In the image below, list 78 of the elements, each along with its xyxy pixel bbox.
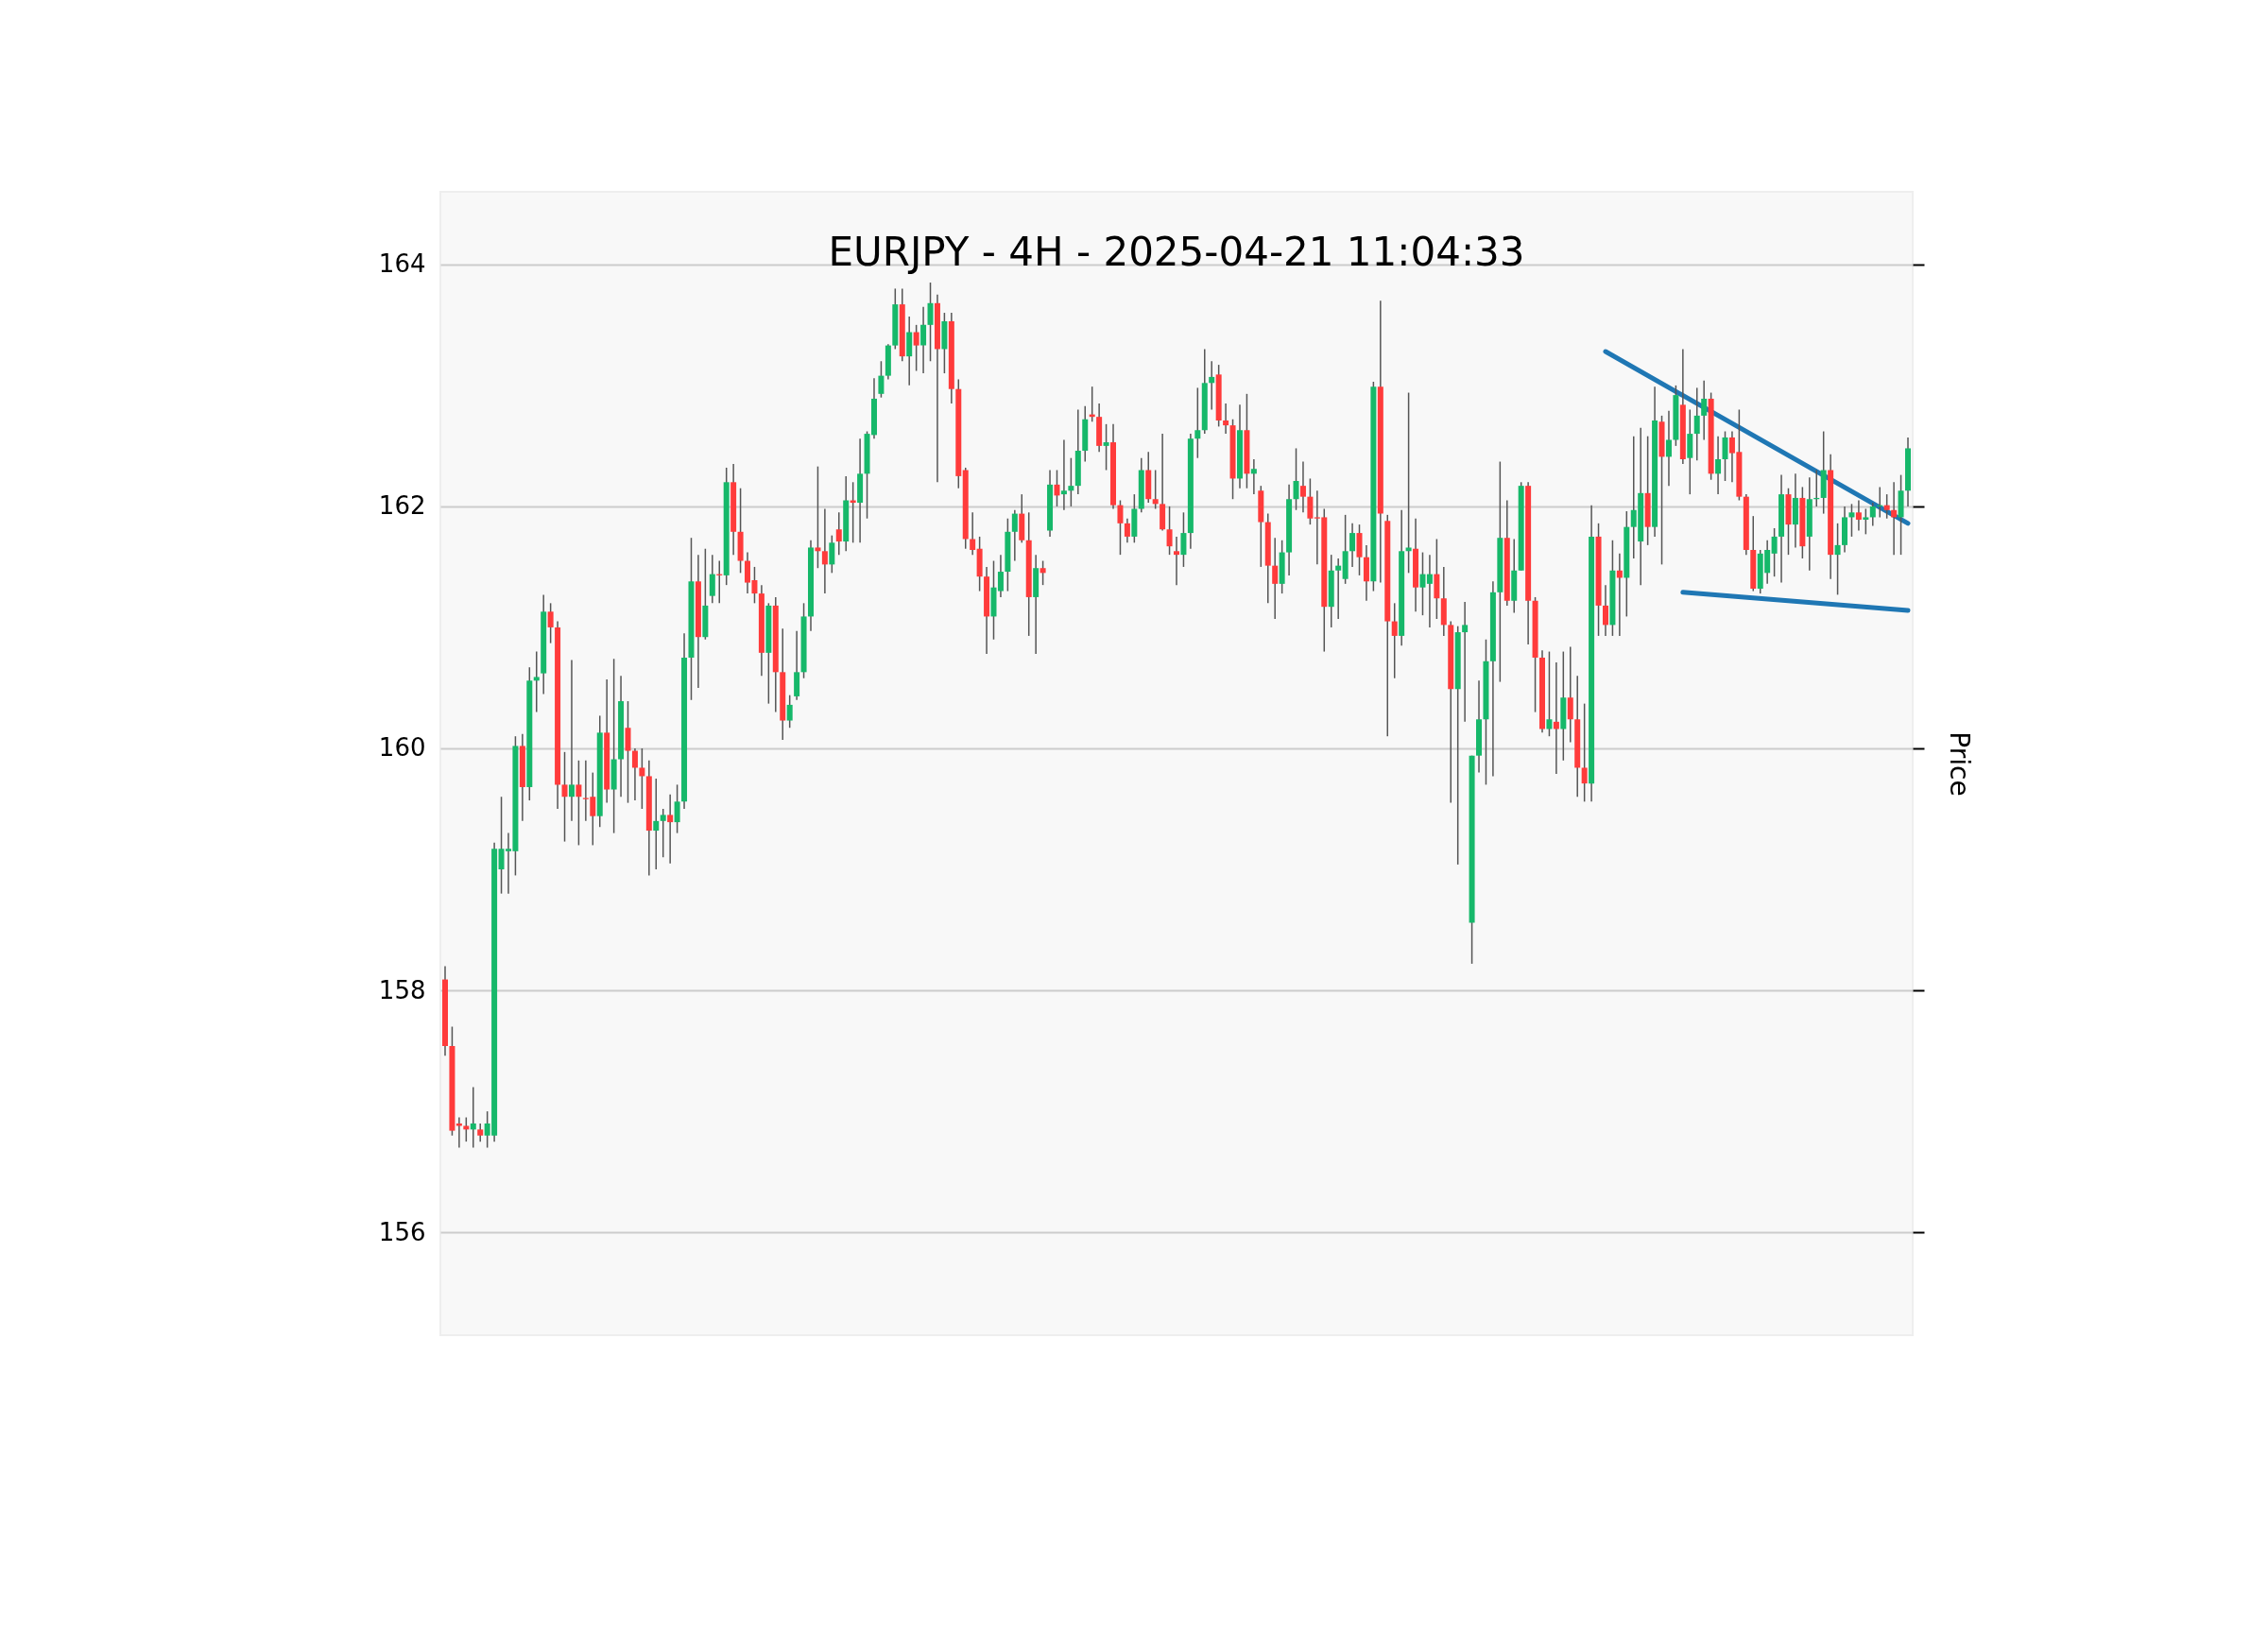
- y-tick-label: 162: [378, 491, 426, 521]
- candlestick: [1040, 559, 1046, 586]
- candlestick: [1553, 661, 1559, 775]
- candlestick: [1546, 650, 1553, 737]
- candlestick: [1349, 523, 1356, 568]
- candlestick: [1152, 469, 1159, 510]
- candlestick: [1462, 601, 1469, 723]
- candlestick: [1272, 537, 1279, 620]
- candlestick: [576, 760, 582, 847]
- candlestick: [1391, 602, 1398, 679]
- candlestick: [674, 783, 680, 834]
- candlestick: [561, 751, 568, 843]
- candlestick: [667, 793, 674, 865]
- y-tick-label: 156: [378, 1217, 426, 1246]
- candlestick: [639, 747, 645, 810]
- candlestick: [1419, 551, 1426, 616]
- candlestick: [1771, 527, 1778, 577]
- candlestick: [1299, 460, 1306, 514]
- candlestick: [1335, 558, 1342, 620]
- candlestick: [1293, 447, 1299, 511]
- candlestick: [463, 1116, 470, 1142]
- candlestick: [1124, 517, 1130, 544]
- candlestick: [653, 778, 660, 870]
- candlestick: [1715, 435, 1722, 495]
- y-axis-title: Price: [1943, 731, 1975, 797]
- candlestick: [547, 602, 554, 644]
- y-tick-label: 158: [378, 975, 426, 1004]
- candlestick: [1068, 456, 1074, 507]
- candlestick: [786, 694, 793, 729]
- candlestick: [1701, 380, 1708, 441]
- candlestick: [1848, 503, 1855, 538]
- candlestick: [1117, 499, 1124, 556]
- candlestick: [477, 1123, 484, 1142]
- candlestick: [1602, 584, 1608, 637]
- candlestick: [815, 465, 821, 569]
- candlestick: [821, 507, 828, 594]
- text: EURJPY - 4H - 2025-04-21 11:04:33: [828, 229, 1525, 276]
- candlestick: [1250, 458, 1257, 495]
- candlestick: [1869, 502, 1876, 527]
- candlestick: [878, 360, 885, 399]
- candlestick: [1054, 469, 1060, 507]
- candlestick: [1693, 386, 1700, 461]
- y-tick-label: 160: [378, 733, 426, 763]
- candlestick: [927, 282, 934, 363]
- candlestick: [1223, 403, 1229, 435]
- candlestick: [1166, 506, 1173, 556]
- candlestick: [1011, 509, 1018, 562]
- candlestick: [568, 659, 575, 822]
- candlestick: [533, 650, 540, 713]
- candlestick: [1567, 645, 1573, 744]
- candlestick: [1174, 536, 1179, 586]
- candlestick: [1883, 493, 1890, 520]
- candlestick: [1103, 423, 1109, 472]
- candlestick: [1194, 386, 1201, 459]
- candlestick: [835, 511, 842, 556]
- candlestick: [1581, 702, 1588, 803]
- candlestick: [913, 324, 919, 372]
- candlestick: [1722, 430, 1728, 482]
- candlestick: [920, 305, 927, 374]
- y-tick-label: 164: [378, 249, 426, 279]
- candlestick: [970, 511, 976, 556]
- candlestick: [1855, 499, 1862, 532]
- candlestick: [1665, 410, 1672, 487]
- candlestick: [1180, 511, 1187, 568]
- candlestick: [1060, 438, 1067, 511]
- candlestick: [1616, 553, 1623, 637]
- candlestick: [1891, 481, 1898, 556]
- candlestick: [1863, 507, 1869, 536]
- candlestick: [1307, 477, 1314, 525]
- candlestick: [470, 1086, 476, 1149]
- candlestick: [1405, 391, 1412, 575]
- candlestick: [709, 554, 715, 605]
- candlestick: [660, 808, 666, 858]
- candlestick: [1834, 523, 1841, 596]
- candlestick: [829, 534, 835, 575]
- candlestick: [1209, 360, 1215, 411]
- candlestick: [1426, 554, 1433, 628]
- candlestick: [631, 747, 638, 801]
